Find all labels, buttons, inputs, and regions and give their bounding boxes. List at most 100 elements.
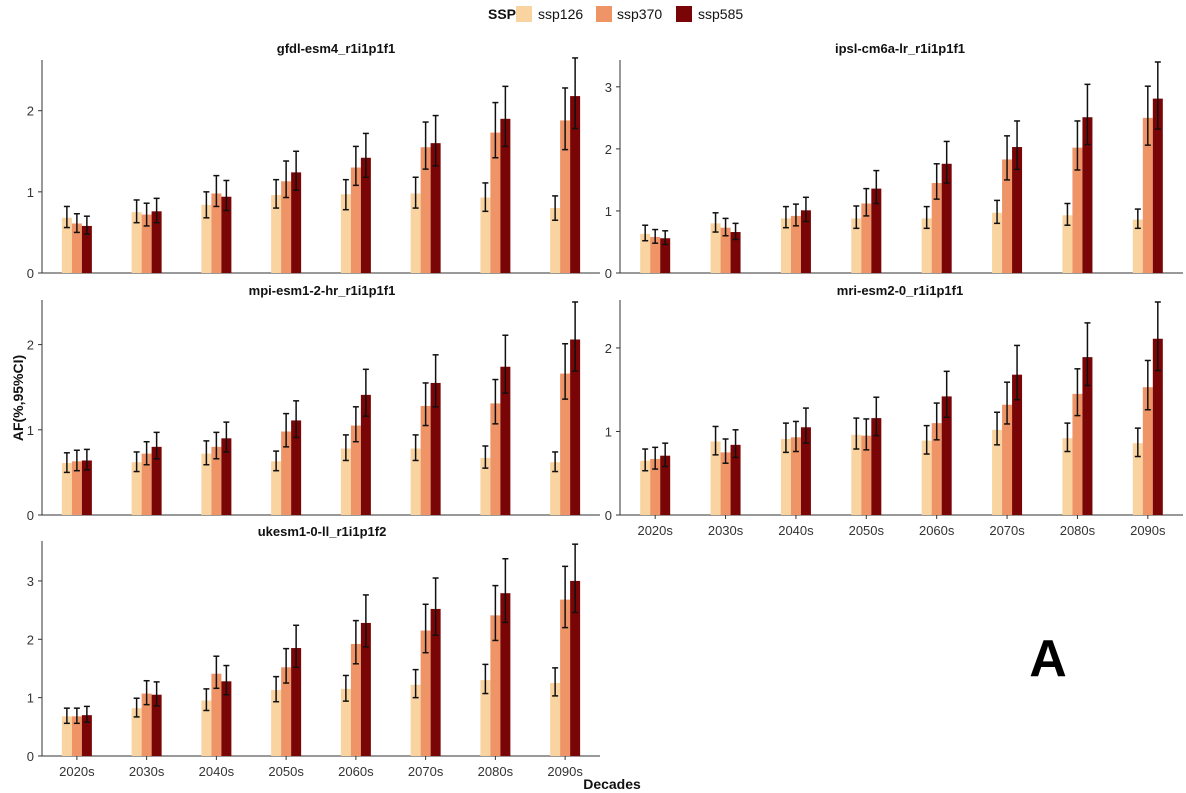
panel-0: gfdl-esm4_r1i1p1f1 0 1 2 xyxy=(27,41,600,281)
bar-ssp126 xyxy=(780,438,791,515)
bar-ssp370 xyxy=(720,227,731,273)
bar-ssp585 xyxy=(291,420,302,515)
bar-ssp370 xyxy=(350,167,361,273)
bar-ssp126 xyxy=(550,208,561,273)
bar-ssp126 xyxy=(480,457,491,515)
bar-ssp126 xyxy=(1132,443,1143,515)
bar-ssp126 xyxy=(851,434,862,515)
y-tick-label: 0 xyxy=(27,266,34,281)
bar-ssp585 xyxy=(660,455,671,515)
x-tick-label: 2040s xyxy=(199,764,235,779)
bar-ssp370 xyxy=(211,673,222,756)
bar-ssp585 xyxy=(800,427,811,515)
x-tick-label: 2060s xyxy=(919,523,955,538)
bar-ssp585 xyxy=(941,163,952,273)
legend-swatch-ssp126 xyxy=(516,6,532,22)
bar-ssp370 xyxy=(931,183,942,273)
x-tick-label: 2030s xyxy=(129,764,165,779)
y-axis-label: AF(%,95%CI) xyxy=(10,355,26,441)
bar-ssp370 xyxy=(790,215,801,273)
bar-ssp126 xyxy=(131,708,142,756)
bar-ssp585 xyxy=(500,593,511,756)
bar-ssp126 xyxy=(480,197,491,273)
panel-title: mpi-esm1-2-hr_r1i1p1f1 xyxy=(249,283,396,298)
bar-ssp585 xyxy=(151,211,162,273)
bar-ssp126 xyxy=(640,233,651,273)
bar-ssp585 xyxy=(570,96,581,273)
bar-ssp126 xyxy=(921,218,932,273)
bar-ssp370 xyxy=(931,423,942,515)
bar-ssp370 xyxy=(350,643,361,756)
x-tick-label: 2020s xyxy=(59,764,95,779)
legend-label-ssp585: ssp585 xyxy=(698,6,743,22)
x-tick-label: 2040s xyxy=(778,523,814,538)
bar-ssp585 xyxy=(570,339,581,515)
bar-ssp370 xyxy=(790,437,801,515)
bar-ssp126 xyxy=(710,441,721,515)
bar-ssp585 xyxy=(430,143,441,273)
bar-ssp585 xyxy=(570,580,581,756)
bar-ssp370 xyxy=(281,181,292,273)
y-tick-label: 2 xyxy=(605,341,612,356)
bar-ssp370 xyxy=(71,461,82,515)
bar-ssp370 xyxy=(650,459,661,515)
y-tick-label: 0 xyxy=(27,749,34,764)
bar-ssp126 xyxy=(480,680,491,756)
bar-ssp126 xyxy=(921,440,932,515)
x-tick-label: 2090s xyxy=(1130,523,1166,538)
panel-letter: A xyxy=(1029,630,1067,688)
bar-ssp370 xyxy=(560,120,571,273)
bar-ssp370 xyxy=(71,223,82,273)
bar-ssp585 xyxy=(291,172,302,273)
y-tick-label: 0 xyxy=(605,508,612,523)
x-axis-label: Decades xyxy=(583,776,641,792)
bar-ssp585 xyxy=(430,382,441,515)
bar-ssp370 xyxy=(420,405,431,515)
x-tick-label: 2060s xyxy=(338,764,374,779)
bar-ssp370 xyxy=(490,615,501,756)
bar-ssp370 xyxy=(861,203,872,273)
bar-ssp585 xyxy=(1082,357,1093,515)
bar-ssp126 xyxy=(201,453,212,515)
bar-ssp126 xyxy=(271,690,282,756)
bar-ssp370 xyxy=(490,132,501,273)
x-tick-label: 2080s xyxy=(1060,523,1096,538)
bar-ssp370 xyxy=(211,446,222,515)
y-tick-label: 1 xyxy=(27,185,34,200)
bar-ssp126 xyxy=(340,688,351,756)
panel-4: ukesm1-0-ll_r1i1p1f2 0 1 2 3 2020s 2030s 2040s 2… xyxy=(27,524,600,779)
bar-ssp126 xyxy=(1062,438,1073,515)
bar-ssp370 xyxy=(861,435,872,515)
y-tick-label: 1 xyxy=(605,204,612,219)
legend: SSP ssp126 ssp370 ssp585 xyxy=(488,6,743,22)
x-tick-label: 2030s xyxy=(708,523,744,538)
bar-ssp585 xyxy=(730,232,741,273)
bar-ssp126 xyxy=(550,462,561,515)
legend-label-ssp370: ssp370 xyxy=(617,6,662,22)
legend-title: SSP xyxy=(488,6,516,22)
bar-ssp370 xyxy=(141,693,152,756)
panel-title: ukesm1-0-ll_r1i1p1f2 xyxy=(258,524,387,539)
bar-ssp585 xyxy=(1012,374,1023,515)
bar-ssp126 xyxy=(851,218,862,273)
bar-ssp126 xyxy=(131,212,142,273)
bar-ssp585 xyxy=(730,444,741,515)
bar-ssp126 xyxy=(640,460,651,515)
bar-ssp585 xyxy=(871,188,882,273)
y-tick-label: 1 xyxy=(605,424,612,439)
bar-ssp126 xyxy=(340,448,351,515)
bar-ssp370 xyxy=(211,193,222,273)
bar-ssp126 xyxy=(61,463,72,515)
x-tick-label: 2020s xyxy=(637,523,673,538)
bar-ssp585 xyxy=(1152,98,1163,273)
bar-ssp370 xyxy=(560,599,571,756)
bar-ssp126 xyxy=(1062,215,1073,273)
bar-ssp126 xyxy=(271,461,282,515)
legend-swatch-ssp585 xyxy=(676,6,692,22)
bar-ssp126 xyxy=(410,193,421,273)
bar-ssp126 xyxy=(780,218,791,273)
y-tick-label: 1 xyxy=(27,423,34,438)
bar-ssp126 xyxy=(1132,219,1143,273)
panel-2: mpi-esm1-2-hr_r1i1p1f1 0 1 2 xyxy=(27,283,600,523)
bar-ssp126 xyxy=(131,462,142,515)
